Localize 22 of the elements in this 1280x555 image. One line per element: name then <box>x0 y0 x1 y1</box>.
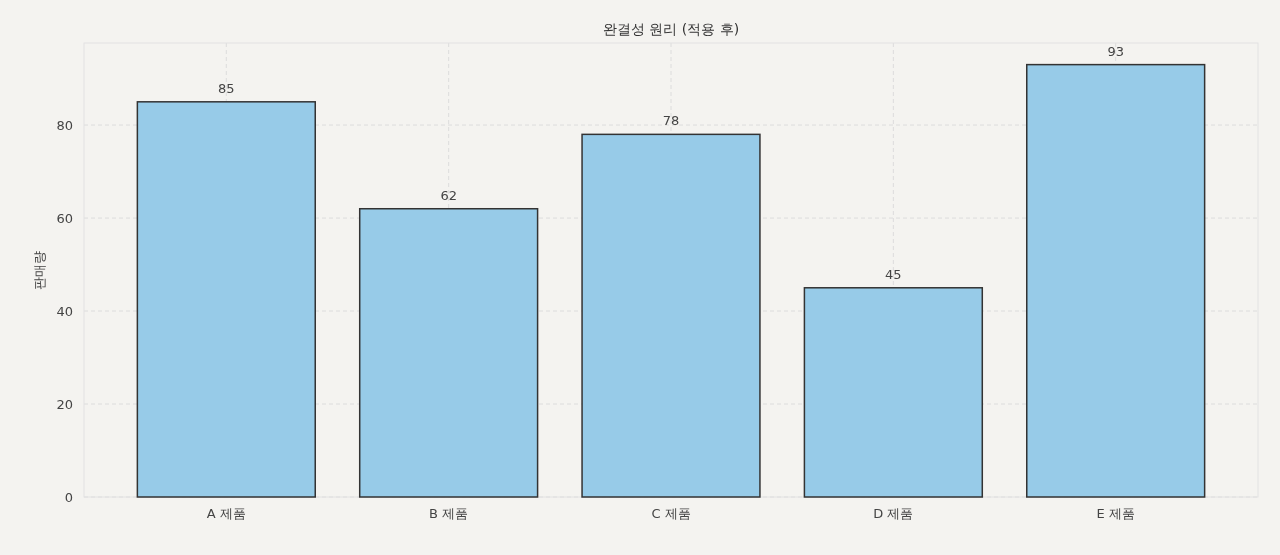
chart-title: 완결성 원리 (적용 후) <box>602 21 740 37</box>
x-tick-label: A 제품 <box>206 506 246 521</box>
bar <box>1026 63 1206 498</box>
y-tick-label: 0 <box>64 490 73 505</box>
data-label: 85 <box>218 80 235 96</box>
bar <box>581 133 761 498</box>
y-tick-label: 40 <box>56 304 73 320</box>
x-tick-label: E 제품 <box>1096 506 1135 521</box>
data-label: 93 <box>1107 43 1124 59</box>
y-tick-label: 20 <box>56 397 73 413</box>
x-tick-label: B 제품 <box>429 506 469 521</box>
y-axis-title: 판매량 <box>32 250 47 290</box>
y-tick-label: 80 <box>56 118 73 134</box>
data-label: 62 <box>440 187 457 203</box>
data-label: 78 <box>662 113 680 129</box>
bar <box>136 101 316 498</box>
x-tick-label: C 제품 <box>651 506 691 521</box>
y-tick-label: 60 <box>56 211 73 227</box>
data-label: 45 <box>885 266 902 282</box>
bar <box>358 208 539 498</box>
bar <box>803 287 984 498</box>
x-tick-label: D 제품 <box>873 506 914 521</box>
